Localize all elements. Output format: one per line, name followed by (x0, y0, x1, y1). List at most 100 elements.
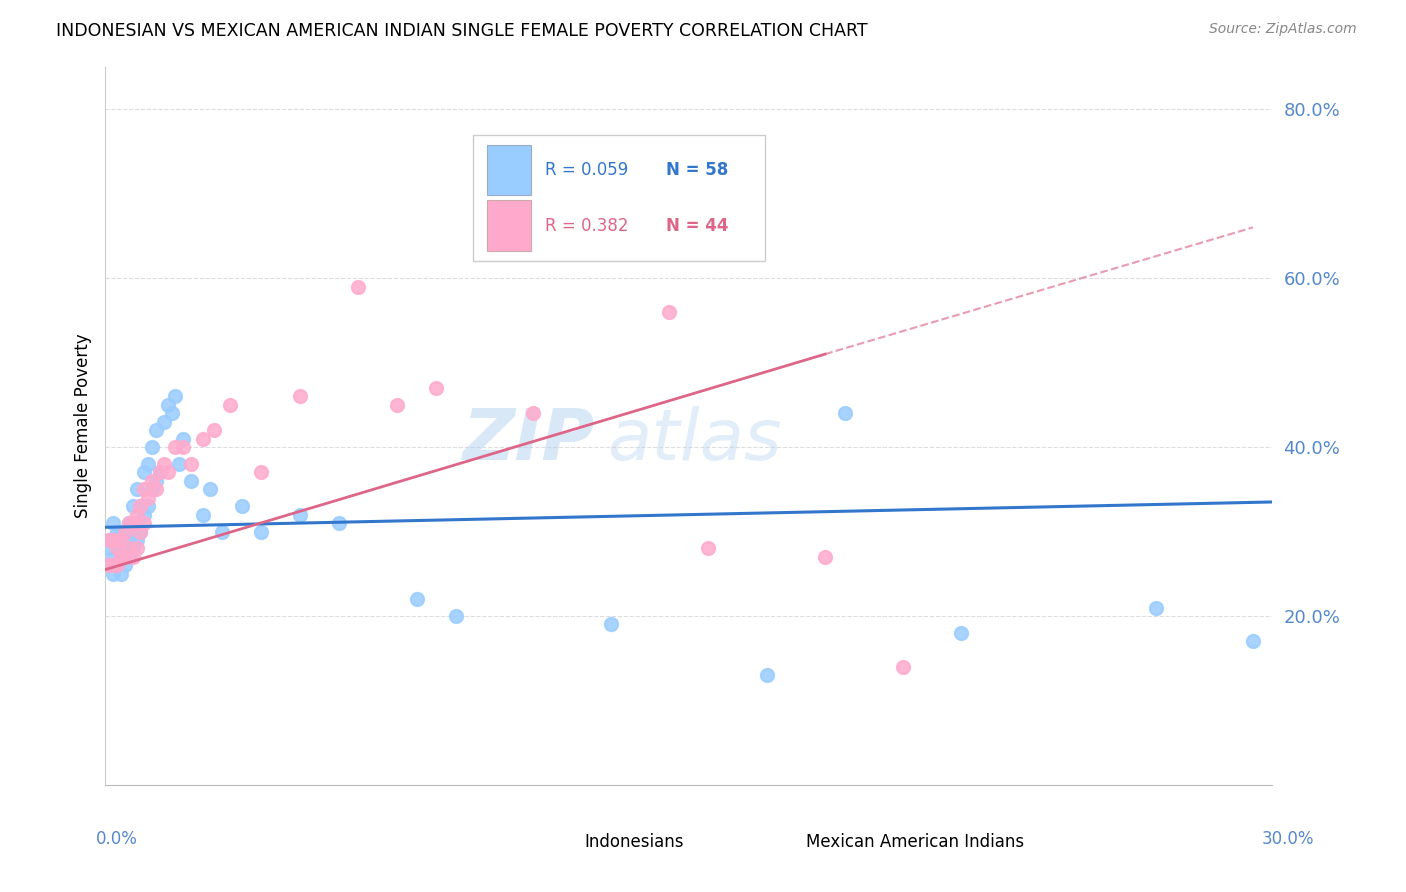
Point (114, 524, 136, 539)
Point (200, 483, 222, 497)
Point (125, 483, 148, 497)
Text: Mexican American Indians: Mexican American Indians (806, 833, 1024, 851)
Point (129, 524, 152, 539)
Point (169, 457, 191, 471)
Point (98, 533, 121, 547)
Bar (486, 201, 531, 251)
Point (950, 626, 973, 640)
Point (250, 524, 273, 539)
Text: R = 0.059: R = 0.059 (546, 161, 628, 179)
Point (98, 533, 121, 547)
Point (211, 524, 233, 539)
Bar (543, 828, 575, 861)
Point (110, 549, 132, 564)
Point (118, 541, 141, 556)
Point (180, 474, 202, 488)
Point (98, 558, 121, 573)
Text: Indonesians: Indonesians (583, 833, 683, 851)
Point (814, 549, 837, 564)
Point (103, 533, 125, 547)
Point (834, 406, 856, 420)
Point (118, 533, 141, 547)
Point (755, 668, 778, 682)
Point (110, 533, 132, 547)
Point (405, 592, 427, 607)
Point (110, 549, 132, 564)
Point (98, 541, 121, 556)
Text: R = 0.382: R = 0.382 (546, 217, 628, 235)
Point (328, 516, 350, 530)
Point (125, 533, 148, 547)
Point (156, 398, 179, 412)
Point (172, 432, 194, 446)
Bar (765, 828, 797, 861)
Text: INDONESIAN VS MEXICAN AMERICAN INDIAN SINGLE FEMALE POVERTY CORRELATION CHART: INDONESIAN VS MEXICAN AMERICAN INDIAN SI… (56, 22, 868, 40)
Point (103, 516, 125, 530)
Point (145, 423, 167, 437)
Point (385, 398, 409, 412)
Text: ZIP: ZIP (464, 406, 596, 475)
Point (125, 541, 148, 556)
Point (172, 440, 194, 454)
Point (697, 541, 720, 556)
Point (145, 474, 167, 488)
Point (105, 558, 128, 573)
Point (103, 533, 125, 547)
Point (658, 305, 681, 319)
Point (121, 541, 143, 556)
Point (121, 524, 143, 539)
Point (180, 457, 202, 471)
Point (145, 483, 167, 497)
Point (105, 558, 128, 573)
Point (136, 457, 159, 471)
Point (114, 558, 136, 573)
Point (118, 516, 141, 530)
Point (191, 508, 214, 522)
Point (125, 516, 148, 530)
Point (600, 161, 623, 176)
Point (141, 474, 163, 488)
Point (129, 524, 152, 539)
Point (114, 541, 136, 556)
Text: atlas: atlas (607, 406, 782, 475)
Point (231, 499, 253, 513)
Point (103, 549, 125, 564)
Point (134, 466, 156, 480)
Point (118, 549, 141, 564)
Point (165, 389, 187, 403)
Point (425, 381, 447, 395)
Point (103, 566, 125, 581)
Point (191, 432, 214, 446)
Point (110, 566, 132, 581)
Point (134, 516, 156, 530)
Point (118, 516, 141, 530)
Point (891, 659, 914, 673)
Point (110, 524, 132, 539)
Point (160, 406, 183, 420)
Point (288, 389, 311, 403)
Point (149, 466, 172, 480)
Point (114, 524, 136, 539)
Point (105, 541, 128, 556)
Point (98, 558, 121, 573)
Y-axis label: Single Female Poverty: Single Female Poverty (73, 334, 91, 518)
Point (105, 524, 128, 539)
FancyBboxPatch shape (472, 135, 765, 260)
Point (737, 211, 759, 226)
Point (121, 499, 143, 513)
Point (103, 558, 125, 573)
Point (114, 549, 136, 564)
Text: 0.0%: 0.0% (96, 830, 138, 847)
Point (153, 457, 174, 471)
Point (202, 423, 225, 437)
Point (121, 549, 143, 564)
Point (156, 466, 179, 480)
Point (165, 440, 187, 454)
Point (153, 415, 174, 429)
Point (134, 483, 156, 497)
Point (149, 466, 172, 480)
Point (134, 508, 156, 522)
Point (105, 541, 128, 556)
Text: 30.0%: 30.0% (1263, 830, 1315, 847)
Point (136, 499, 159, 513)
